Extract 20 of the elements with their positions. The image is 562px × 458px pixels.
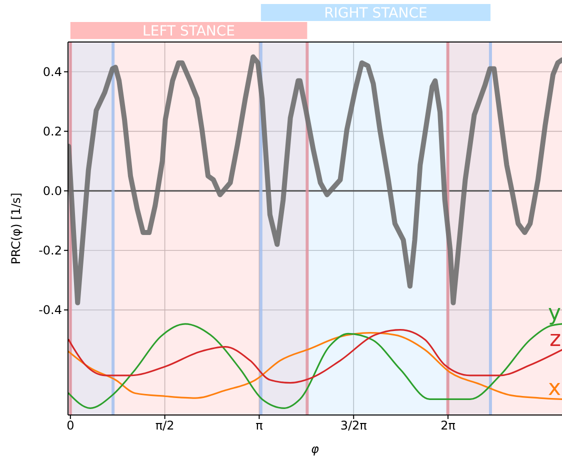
y-tick-label: -0.4: [38, 303, 62, 318]
series-label: y: [548, 300, 561, 326]
x-tick-label: 2π: [440, 418, 456, 433]
x-tick-label: π: [256, 418, 263, 433]
line-series: [68, 332, 562, 400]
y-tick-label: -0.2: [38, 244, 62, 258]
x-tick-label: 0: [66, 418, 74, 433]
series-label: z: [549, 326, 561, 352]
x-tick-label: 3/2π: [340, 418, 367, 433]
x-tick-label: π/2: [155, 418, 174, 433]
series-label: x: [548, 376, 561, 402]
y-tick-label: 0.4: [42, 65, 62, 80]
x-axis-title: φ: [311, 442, 320, 456]
band-label: LEFT STANCE: [142, 24, 236, 40]
line-series: [68, 323, 562, 409]
band-label: RIGHT STANCE: [324, 6, 428, 22]
y-tick-label: 0.2: [42, 124, 62, 139]
y-tick-label: 0.0: [42, 184, 62, 198]
line-series: [68, 329, 562, 384]
y-axis-title: PRC(φ) [1/s]: [9, 192, 23, 264]
